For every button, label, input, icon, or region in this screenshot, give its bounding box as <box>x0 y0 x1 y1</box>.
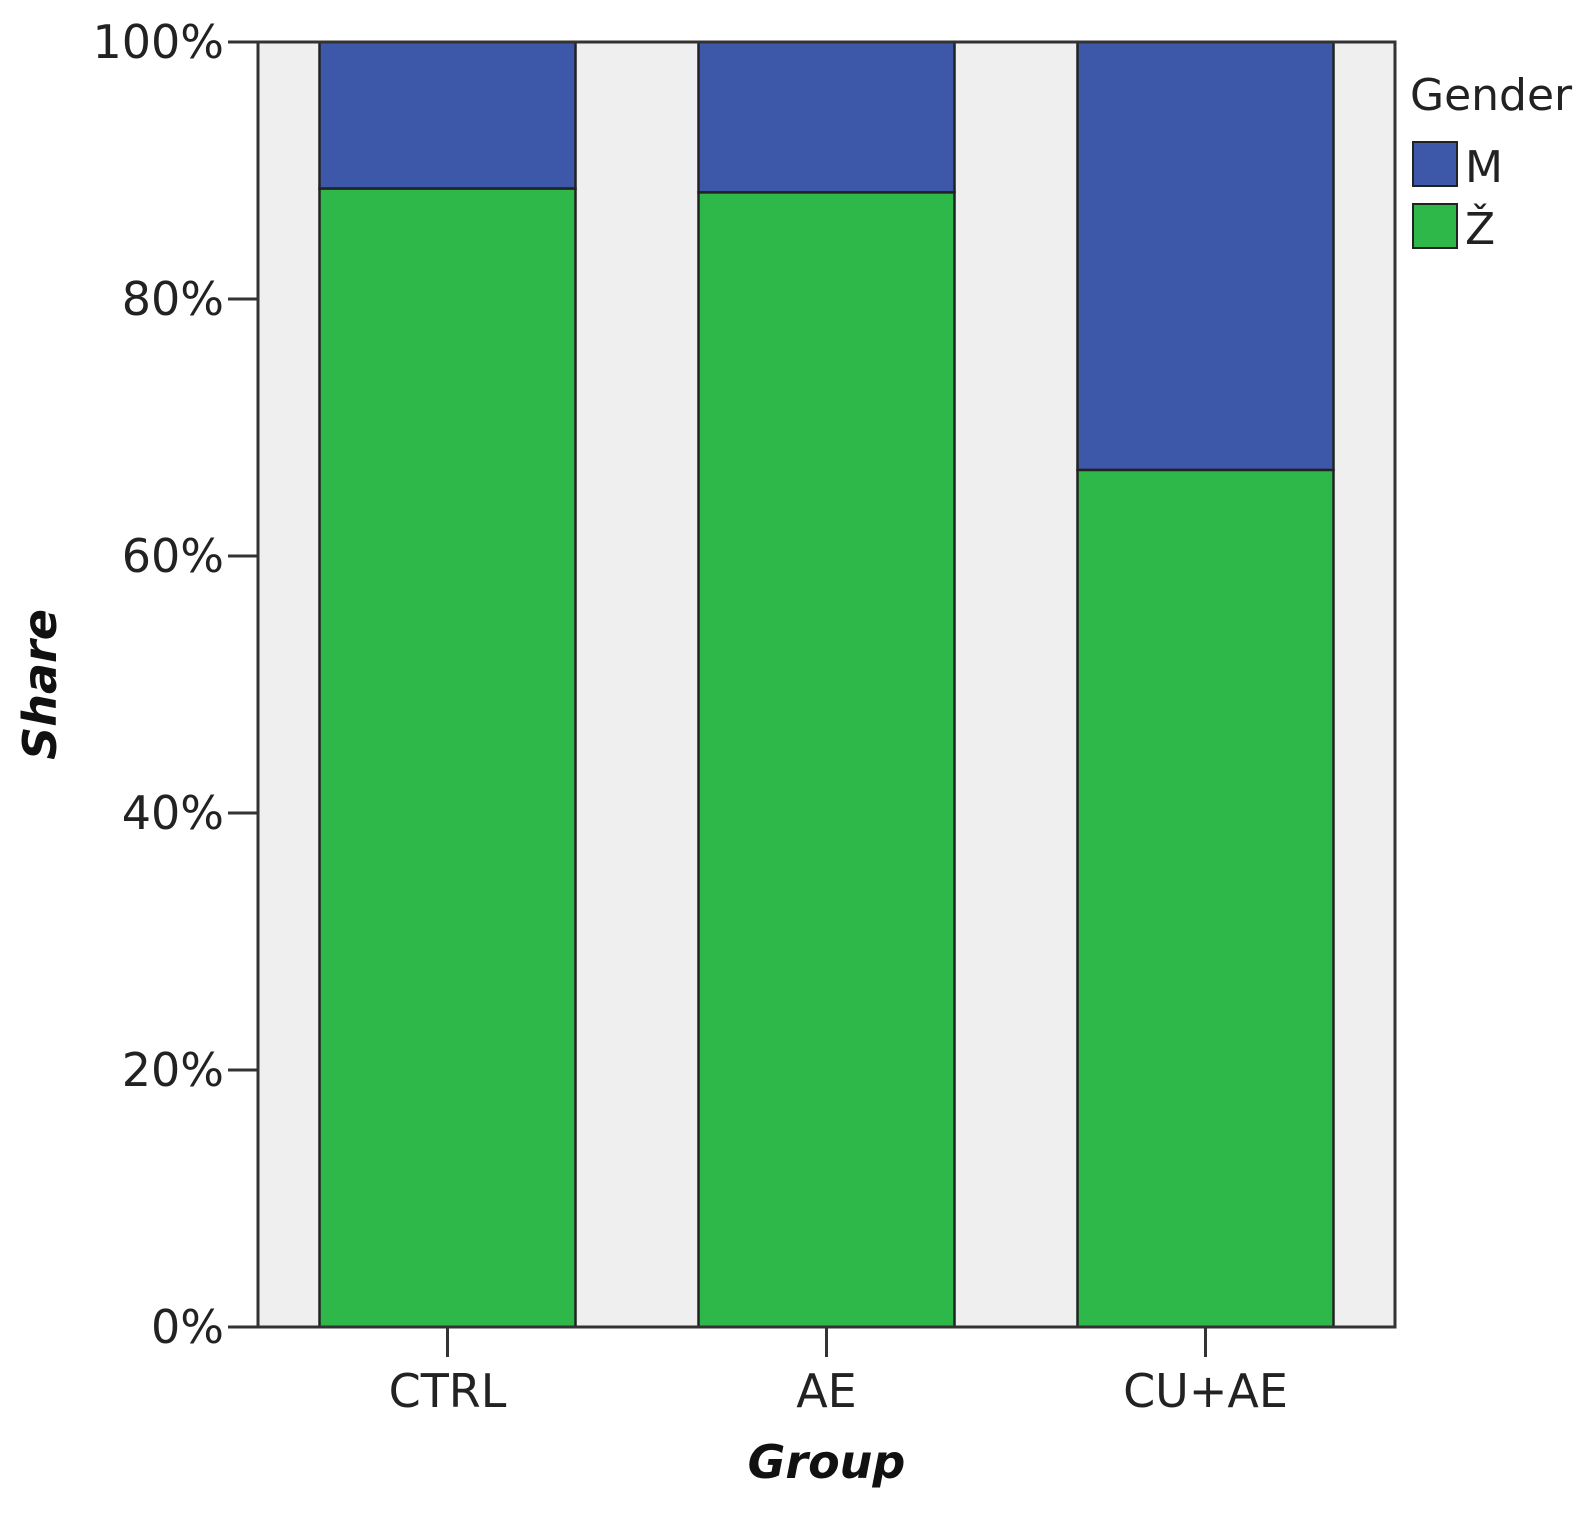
y-tick-label: 40% <box>122 786 224 840</box>
bar-segment-ae-series-0 <box>697 191 956 1329</box>
legend-label: Ž <box>1465 202 1495 255</box>
y-axis-title: Share <box>13 609 67 760</box>
bar-segment-cu-ae-series-1 <box>1076 40 1335 472</box>
y-tick-label: 20% <box>122 1043 224 1097</box>
bar-segment-cu-ae-series-0 <box>1076 468 1335 1329</box>
x-axis: CTRL AE CU+AE <box>389 1327 1288 1418</box>
bar-segment-ctrl-series-0 <box>318 187 577 1329</box>
legend-swatch <box>1412 141 1458 187</box>
bars-layer <box>318 40 1335 1329</box>
y-tick-label: 100% <box>92 15 224 69</box>
bar-segment-ae-series-1 <box>697 40 956 194</box>
y-axis: 0% 20% 40% 60% 80% 100% <box>92 15 258 1354</box>
legend-label: M <box>1465 142 1503 193</box>
legend: Gender MŽ <box>1410 70 1573 255</box>
bar-segment-ctrl-series-1 <box>318 40 577 190</box>
x-axis-title: Group <box>748 1435 906 1489</box>
legend-title: Gender <box>1410 70 1573 121</box>
x-tick-label: CU+AE <box>1123 1364 1288 1418</box>
x-tick-label: AE <box>796 1364 857 1418</box>
y-tick-label: 60% <box>122 529 224 583</box>
y-tick-label: 0% <box>151 1300 224 1354</box>
legend-swatch <box>1412 203 1458 249</box>
y-tick-label: 80% <box>122 272 224 326</box>
x-tick-label: CTRL <box>389 1364 507 1418</box>
